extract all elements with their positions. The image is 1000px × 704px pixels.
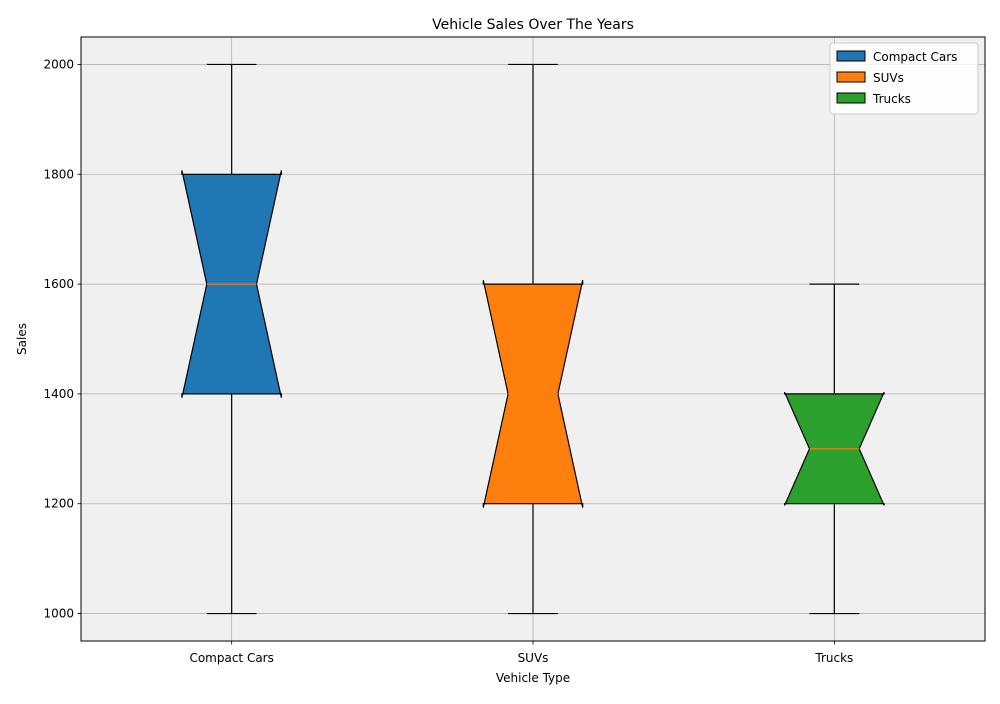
- y-tick-label: 1800: [43, 167, 74, 181]
- y-axis-label: Sales: [15, 323, 29, 355]
- y-axis: 1000 1200 1400 1600 1800 2000: [43, 57, 81, 621]
- boxes: [181, 63, 885, 615]
- chart-title: Vehicle Sales Over The Years: [432, 17, 634, 33]
- legend-swatch: [836, 71, 866, 83]
- y-tick-label: 1000: [43, 607, 74, 621]
- legend: Compact Cars SUVs Trucks: [829, 42, 979, 115]
- box-trucks: [783, 283, 885, 615]
- box-suvs: [482, 63, 584, 615]
- y-tick-label: 2000: [43, 57, 74, 71]
- legend-label: Compact Cars: [873, 50, 957, 64]
- x-tick-label: SUVs: [518, 651, 549, 665]
- x-tick-label: Trucks: [814, 651, 853, 665]
- box-compact-cars: [181, 63, 282, 615]
- y-tick-label: 1600: [43, 277, 74, 291]
- legend-frame: [829, 42, 979, 115]
- x-axis-label: Vehicle Type: [496, 671, 570, 685]
- legend-swatch: [836, 50, 866, 62]
- legend-label: SUVs: [873, 71, 904, 85]
- x-axis: Compact Cars SUVs Trucks: [189, 641, 853, 665]
- x-tick-label: Compact Cars: [189, 651, 273, 665]
- legend-label: Trucks: [872, 92, 911, 106]
- y-tick-label: 1400: [43, 387, 74, 401]
- legend-swatch: [836, 92, 866, 104]
- y-tick-label: 1200: [43, 497, 74, 511]
